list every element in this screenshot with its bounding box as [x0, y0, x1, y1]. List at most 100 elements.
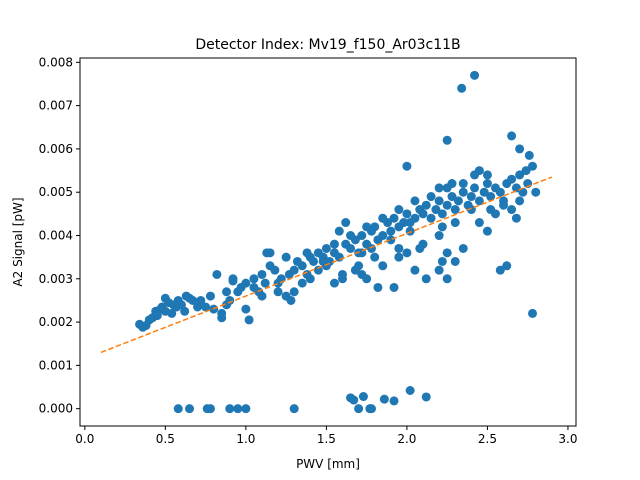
data-point — [313, 265, 323, 275]
data-point — [474, 196, 484, 206]
data-point — [421, 200, 431, 210]
data-point — [410, 196, 420, 206]
data-point — [410, 265, 420, 275]
data-point — [479, 187, 489, 197]
data-point — [378, 261, 388, 271]
data-point — [482, 179, 492, 189]
data-point — [528, 161, 538, 171]
data-point — [378, 231, 388, 241]
data-point — [265, 248, 275, 258]
data-point — [357, 231, 367, 241]
data-point — [394, 252, 404, 262]
data-point — [437, 209, 447, 219]
data-point — [450, 256, 460, 266]
y-tick-label: 0.004 — [39, 229, 73, 243]
y-axis-label: A2 Signal [pW] — [11, 197, 25, 286]
data-point — [521, 166, 531, 176]
data-point — [334, 226, 344, 236]
data-point — [273, 287, 283, 297]
x-tick-label: 1.5 — [317, 432, 336, 446]
data-point — [399, 218, 409, 228]
y-axis-ticks: 0.000 0.001 0.002 0.003 0.004 0.005 0.006 0.007… — [39, 55, 80, 416]
data-point — [389, 282, 399, 292]
x-tick-label: 2.0 — [397, 432, 416, 446]
data-point — [370, 252, 380, 262]
plot-frame — [79, 57, 577, 427]
data-point — [305, 274, 315, 284]
data-point — [515, 196, 525, 206]
data-point — [457, 83, 467, 93]
data-point — [249, 274, 259, 284]
data-point — [318, 256, 328, 266]
data-point — [233, 404, 243, 414]
fit-line — [100, 176, 553, 354]
data-point — [260, 278, 270, 288]
y-tick-label: 0.002 — [39, 315, 73, 329]
data-point — [495, 187, 505, 197]
data-point — [289, 265, 299, 275]
data-point — [180, 306, 190, 316]
data-point — [386, 235, 396, 245]
data-point — [196, 295, 206, 305]
data-point — [405, 226, 415, 236]
data-point — [482, 170, 492, 180]
data-point — [241, 278, 251, 288]
data-point — [437, 222, 447, 232]
x-tick-label: 1.0 — [236, 432, 255, 446]
data-point — [173, 404, 183, 414]
data-point — [421, 274, 431, 284]
data-point — [329, 239, 339, 249]
data-point — [405, 385, 415, 395]
data-point — [453, 196, 463, 206]
data-point — [212, 269, 222, 279]
data-point — [458, 179, 468, 189]
data-point — [437, 256, 447, 266]
x-axis-label: PWV [mm] — [296, 457, 360, 471]
data-point — [458, 187, 468, 197]
data-point — [402, 161, 412, 171]
data-point — [228, 274, 238, 284]
data-point — [358, 392, 368, 402]
data-point — [354, 404, 364, 414]
data-point — [222, 287, 232, 297]
data-point — [394, 243, 404, 253]
data-point — [470, 70, 480, 80]
data-point — [528, 308, 538, 318]
y-tick-label: 0.008 — [39, 55, 73, 69]
data-point — [450, 218, 460, 228]
data-point — [309, 256, 319, 266]
data-point — [379, 394, 389, 404]
data-point — [289, 287, 299, 297]
data-point — [421, 392, 431, 402]
data-point — [515, 144, 525, 154]
data-point — [499, 200, 509, 210]
data-point — [313, 248, 323, 258]
data-point — [486, 192, 496, 202]
data-point — [507, 174, 517, 184]
x-tick-label: 2.5 — [478, 432, 497, 446]
data-point — [370, 222, 380, 232]
data-point — [442, 200, 452, 210]
y-tick-label: 0.005 — [39, 185, 73, 199]
data-point — [257, 269, 267, 279]
data-point — [302, 248, 312, 258]
data-point — [167, 308, 177, 318]
fit-line-layer — [100, 176, 553, 354]
data-point — [502, 261, 512, 271]
data-point — [389, 396, 399, 406]
data-point — [458, 243, 468, 253]
data-point — [286, 295, 296, 305]
data-point — [442, 274, 452, 284]
data-point — [205, 291, 215, 301]
data-point — [442, 135, 452, 145]
data-point — [217, 308, 227, 318]
data-point — [346, 243, 356, 253]
y-tick-label: 0.007 — [39, 99, 73, 113]
data-point — [402, 248, 412, 258]
data-point — [515, 170, 525, 180]
y-tick-label: 0.003 — [39, 272, 73, 286]
data-point — [434, 231, 444, 241]
data-point — [337, 274, 347, 284]
data-point — [386, 226, 396, 236]
data-point — [426, 192, 436, 202]
